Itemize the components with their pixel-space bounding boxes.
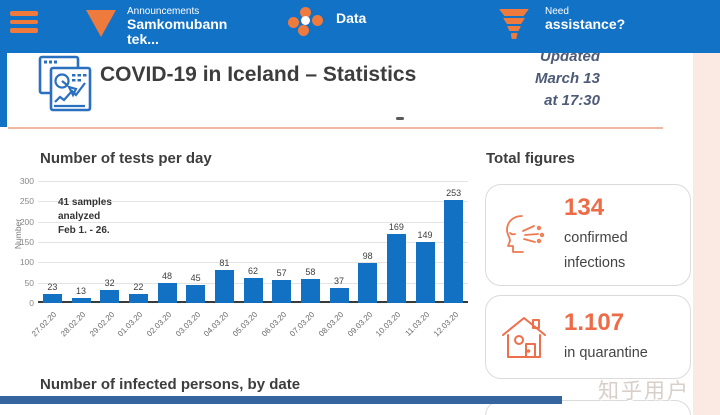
confirmed-infections-text: 134 confirmed infections [564,194,674,275]
nav-item-announcements[interactable]: Announcements Samkomubann tek... [127,6,227,46]
bar-01.03.20 [128,294,148,303]
bar-value-label: 48 [161,271,172,282]
data-cluster-icon [288,7,324,37]
bar-value-label: 13 [75,285,86,296]
page-title: COVID-19 in Iceland – Statistics [100,63,417,86]
confirmed-infections-value: 134 [564,194,605,222]
assistance-label-bottom: assistance? [545,16,626,32]
bar-value-label: 57 [276,267,287,278]
bar-10.03.20 [386,234,406,303]
updated-line2: March 13 [534,70,600,87]
announcements-label: Announcements [127,6,200,17]
y-tick-label: 50 [24,277,34,288]
bar-09.03.20 [358,263,378,303]
bar-06.03.20 [272,279,292,303]
tests-chart-heading: Number of tests per day [40,150,212,167]
quarantine-text: 1.107 in quarantine [564,309,648,366]
bar-05.03.20 [243,277,263,303]
bar-value-label: 81 [219,258,230,269]
assistance-funnel-icon [498,9,530,43]
coughing-person-icon [498,211,550,259]
right-background-strip [693,53,720,415]
bar-value-label: 62 [247,265,258,276]
bar-28.02.20 [71,297,91,303]
y-tick-label: 250 [19,196,34,207]
quarantine-label: in quarantine [564,344,648,361]
totals-heading: Total figures [486,150,575,167]
confirmed-infections-label: confirmed infections [564,230,628,271]
assistance-label-top: Need [545,6,569,17]
y-axis-label: Number [13,218,23,250]
y-tick-label: 200 [19,216,34,227]
bar-value-label: 37 [333,275,344,286]
bar-03.03.20 [186,284,206,303]
bottom-blue-bar [0,396,562,404]
quarantine-value: 1.107 [564,308,625,336]
y-tick-label: 150 [19,237,34,247]
bar-value-label: 32 [104,278,115,288]
top-navbar: Announcements Samkomubann tek... Data Ne… [0,0,720,53]
bar-value-label: 23 [47,281,58,292]
caret-mark [396,117,404,120]
menu-icon[interactable] [10,11,40,41]
bar-29.02.20 [100,290,120,303]
bar-value-label: 98 [362,251,373,262]
announcements-title-line1: Samkomubann [127,16,228,32]
announcements-title-line2: tek... [127,30,159,47]
bar-value-label: 149 [417,230,433,241]
bar-value-label: 45 [190,272,201,283]
gridline [38,242,468,243]
gridline [38,221,468,223]
bar-value-label: 253 [446,188,462,199]
gridline [38,181,468,182]
bar-12.03.20 [444,200,464,303]
confirmed-infections-card: 134 confirmed infections [485,184,691,286]
bar-07.03.20 [300,279,320,303]
quarantine-card: 1.107 in quarantine [485,295,691,379]
chart-plot-area: 23 13 32 22 48 45 81 62 57 58 37 98 169 149 253 [38,181,468,303]
updated-line3: at 17:30 [544,92,600,109]
bar-value-label: 22 [133,282,144,293]
divider-line [8,127,663,129]
bar-value-label: 58 [305,267,316,278]
left-blue-strip [0,53,7,127]
bar-02.03.20 [157,283,177,303]
bar-04.03.20 [214,270,234,303]
chart-annotation: 41 samples analyzed Feb 1. - 26. [58,197,112,236]
infected-by-date-heading: Number of infected persons, by date [40,376,301,393]
bar-08.03.20 [329,287,349,303]
watermark-text: 知乎用户 [598,380,690,403]
gridline [38,262,468,264]
y-tick-label: 0 [29,298,34,308]
updated-timestamp: Updated March 13 at 17:30 [478,46,600,112]
bar-value-label: 169 [388,222,404,233]
bar-11.03.20 [415,242,435,303]
house-icon [498,311,550,363]
bar-27.02.20 [42,293,62,303]
gridline [38,201,468,203]
announcements-icon [86,10,116,37]
y-tick-label: 100 [19,257,34,268]
y-tick-label: 300 [19,176,34,186]
tests-per-day-chart: Number 23 13 32 22 48 45 81 62 57 58 37 98 169 149 253… [0,176,480,351]
nav-item-data[interactable]: Data [336,10,367,26]
statistics-window-icon [38,55,92,118]
nav-item-assistance[interactable]: Need assistance? [545,6,625,32]
